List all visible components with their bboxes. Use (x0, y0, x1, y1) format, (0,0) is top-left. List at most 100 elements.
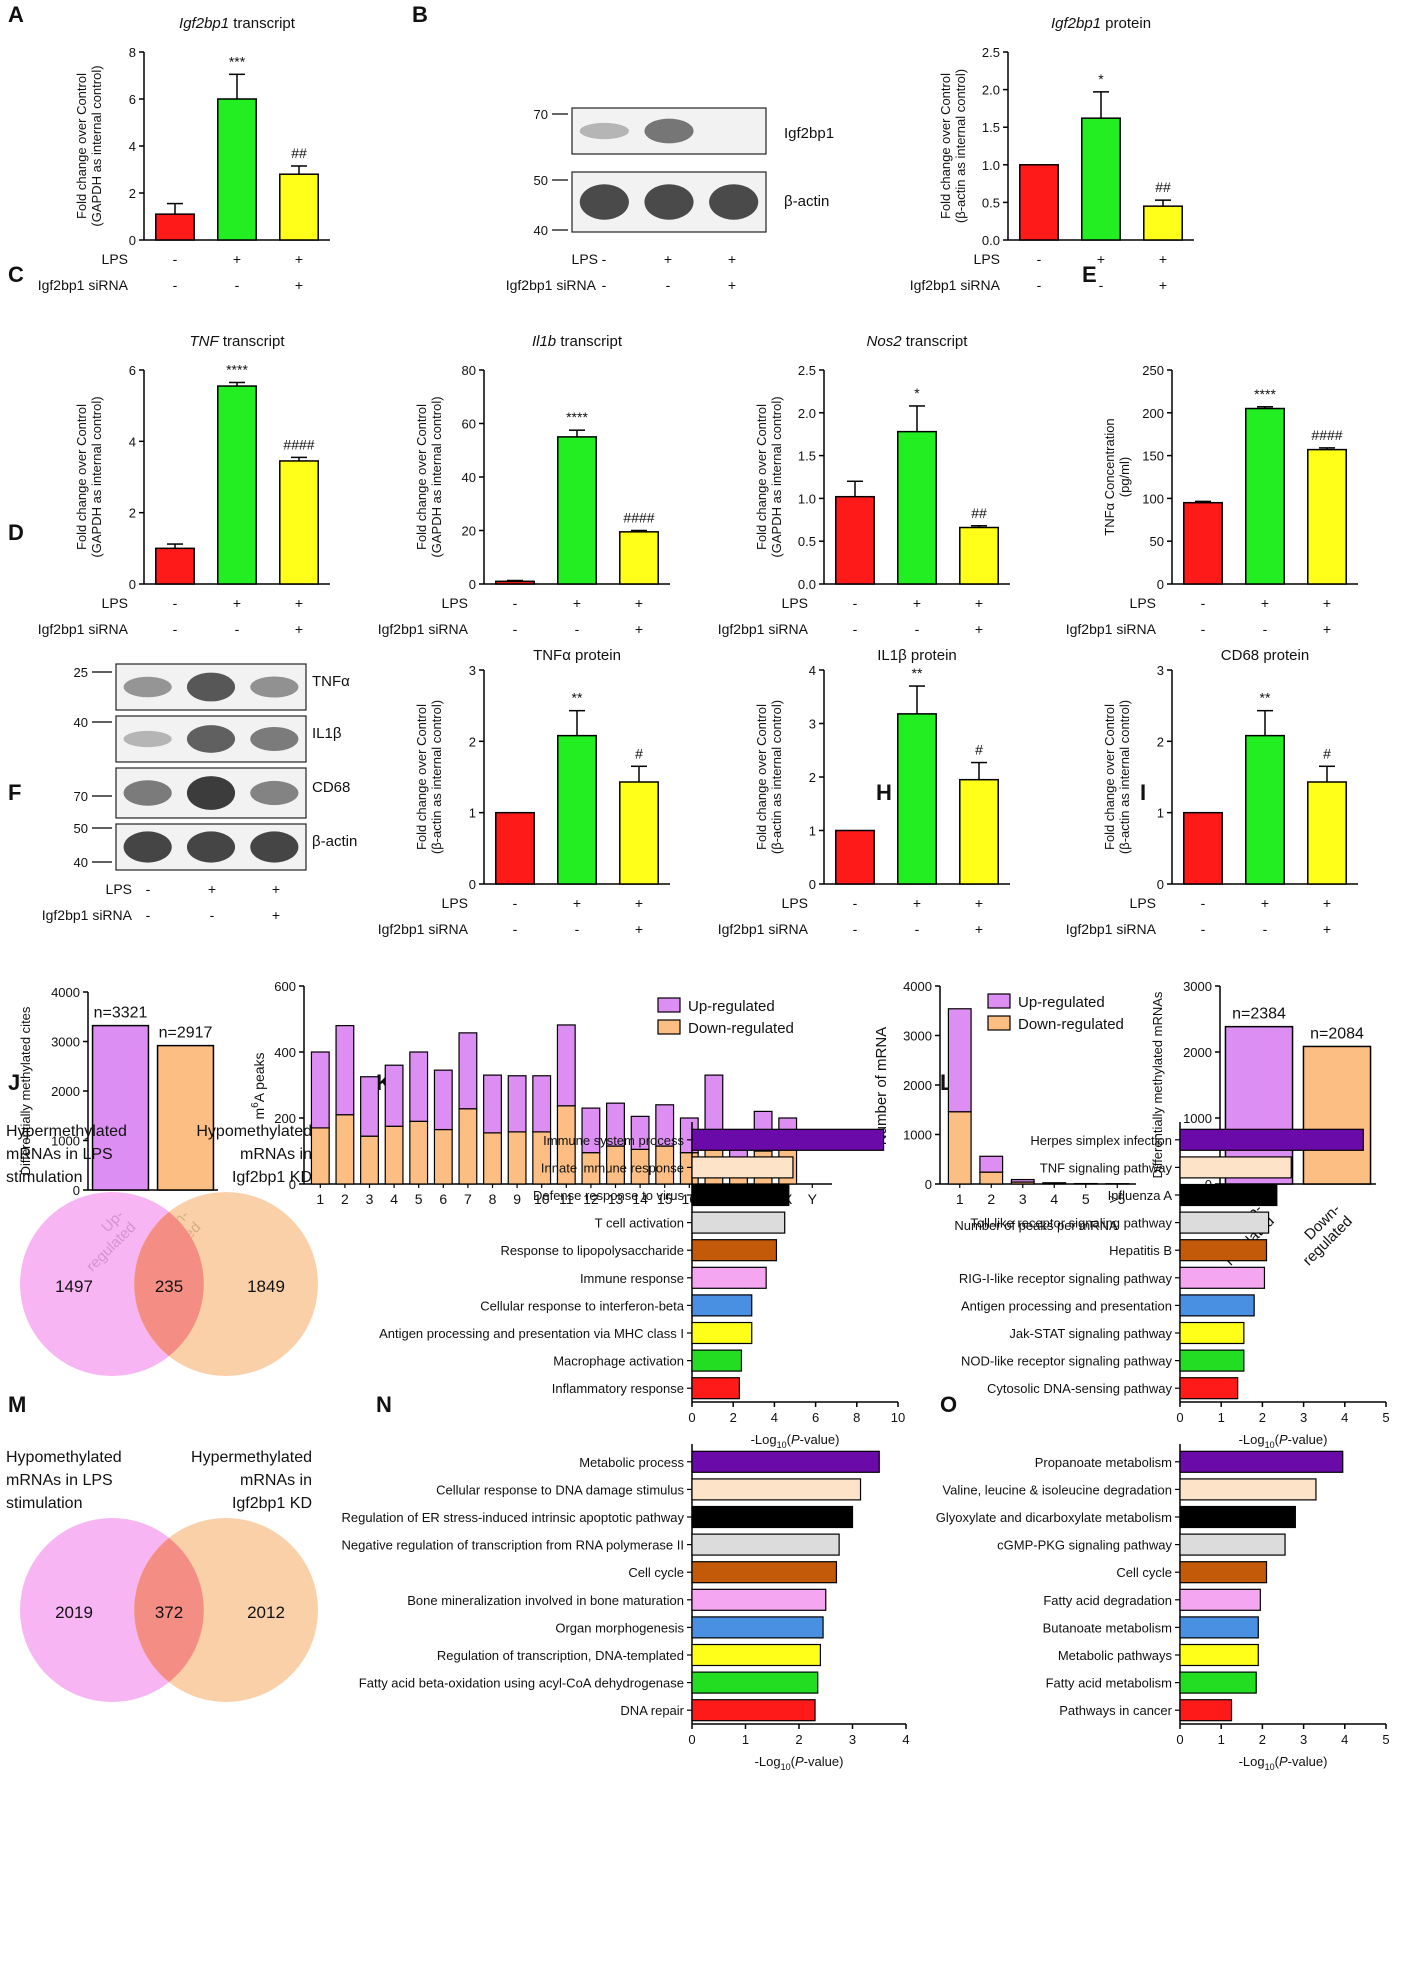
sirna-sign: - (513, 621, 518, 637)
y-axis-label-sub: (GAPDH as internal control) (769, 396, 784, 557)
y-tick-label: 0 (469, 577, 476, 592)
chart-title-rest: transcript (229, 15, 296, 32)
sirna-sign: + (1323, 921, 1331, 937)
y-tick-label: 3000 (51, 1035, 80, 1050)
term-label: Propanoate metabolism (1035, 1455, 1172, 1470)
significance-label: ** (1260, 690, 1271, 706)
venn-count-overlap: 372 (155, 1603, 183, 1622)
bar-control (835, 495, 875, 585)
y-tick-label: 250 (1142, 363, 1164, 378)
venn-overlap (134, 1538, 204, 1682)
bar-term (691, 1450, 880, 1473)
term-label: Defense response to virus (533, 1188, 685, 1203)
y-tick-label: 2 (809, 770, 816, 785)
bar-segment-down (335, 1114, 355, 1185)
bar-control (1183, 501, 1223, 585)
chart-title: TNFα protein (533, 647, 621, 664)
count-label: n=3321 (94, 1005, 148, 1022)
bar-lps-igf2bp1-sirna (959, 526, 999, 585)
panel-label-B: B (412, 2, 428, 27)
bar-segment-up (532, 1075, 552, 1133)
y-tick-label: 1000 (51, 1134, 80, 1149)
sirna-sign: - (1099, 277, 1104, 293)
bar-term (691, 1699, 816, 1722)
x-axis-label-sub: 10 (777, 1440, 787, 1450)
chart-title: CD68 protein (1221, 647, 1309, 664)
lps-sign: - (853, 895, 858, 911)
bar-lps (557, 436, 597, 585)
y-tick-label: 1000 (903, 1128, 932, 1143)
mw-marker: 70 (74, 789, 88, 804)
bar-term (691, 1349, 743, 1372)
bar-term (691, 1321, 753, 1345)
x-tick-label: 1 (956, 1191, 964, 1207)
lps-sign: + (208, 881, 216, 897)
panel-label-J: J (8, 1070, 20, 1095)
bar-term (1179, 1699, 1233, 1722)
x-tick-label: 3 (366, 1191, 374, 1207)
chart-title: Il1b transcript (532, 333, 623, 350)
lps-sign: + (573, 595, 581, 611)
bar-segment-down (360, 1135, 379, 1185)
lps-sign: - (853, 595, 858, 611)
chart-A: 0 2 4 6 8 Igf2bp1 transcript Fold change over … (38, 15, 330, 293)
sirna-sign: - (1201, 621, 1206, 637)
term-label: RIG-I-like receptor signaling pathway (959, 1271, 1173, 1286)
chart-H: 0 1000 2000 3000 4000 1 2 3 4 5 >5 Number of peaks … (873, 979, 1136, 1233)
y-axis-label-base: m (251, 1108, 267, 1120)
x-tick-label: 6 (439, 1191, 447, 1207)
x-tick-label: 0 (688, 1410, 695, 1425)
x-axis-label: Number of peaks per mRNA (954, 1218, 1118, 1233)
x-tick-label: 14 (632, 1191, 648, 1207)
y-axis-label: Fold change over Control (754, 404, 769, 550)
sirna-row-label: Igf2bp1 siRNA (910, 277, 1001, 293)
y-tick-label: 2000 (1183, 1045, 1212, 1060)
bar-term (1179, 1266, 1266, 1289)
sirna-sign: + (635, 921, 643, 937)
bar-term (691, 1478, 862, 1501)
legend-swatch-up (987, 993, 1011, 1009)
panel-label-A: A (8, 2, 24, 27)
y-axis-label-sub: (GAPDH as internal control) (89, 396, 104, 557)
lps-row-label: LPS (442, 595, 468, 611)
y-tick-label: 3 (809, 717, 816, 732)
band-label: β-actin (312, 833, 357, 850)
y-axis-label: TNFα Concentration (1102, 418, 1117, 535)
lps-row-label: LPS (1130, 595, 1156, 611)
term-label: Cell cycle (1116, 1565, 1172, 1580)
sirna-sign: - (575, 621, 580, 637)
bar-lps-igf2bp1-sirna (279, 173, 319, 241)
x-axis-label-part: -Log (751, 1432, 777, 1447)
sirna-sign: + (272, 907, 280, 923)
y-tick-label: 2 (129, 506, 136, 521)
x-tick-label: 1 (316, 1191, 324, 1207)
blot-band (250, 780, 299, 806)
y-tick-label: 80 (462, 363, 476, 378)
bar-segment-up (655, 1104, 675, 1147)
lps-sign: + (913, 895, 921, 911)
legend-swatch-down (987, 1015, 1011, 1031)
y-axis-label: Fold change over Control (414, 404, 429, 550)
x-tick-label: 13 (608, 1191, 624, 1207)
bar-term (691, 1505, 854, 1529)
bar-down-regulated (1302, 1045, 1372, 1185)
blot-band (186, 725, 236, 753)
chart-title-italic: Il1b (532, 333, 556, 350)
bar-lps-igf2bp1-sirna (959, 778, 999, 885)
sirna-sign: + (728, 277, 736, 293)
venn-label-left: mRNAs in LPS (6, 1146, 113, 1163)
y-tick-label: 0 (129, 577, 136, 592)
bar-lps-igf2bp1-sirna (619, 781, 659, 885)
bar-term (691, 1671, 819, 1694)
y-tick-label: 200 (274, 1111, 296, 1126)
x-tick-label: 8 (853, 1410, 860, 1425)
x-tick-label: 6 (812, 1410, 819, 1425)
lps-row-label: LPS (106, 881, 132, 897)
blot-band (644, 118, 694, 144)
sirna-sign: - (602, 277, 607, 293)
band-label: Igf2bp1 (784, 125, 834, 142)
term-label: Antigen processing and presentation (961, 1298, 1172, 1313)
x-tick-label: 9 (513, 1191, 521, 1207)
panel-label-O: O (940, 1392, 957, 1417)
bar-lps (1081, 117, 1121, 241)
